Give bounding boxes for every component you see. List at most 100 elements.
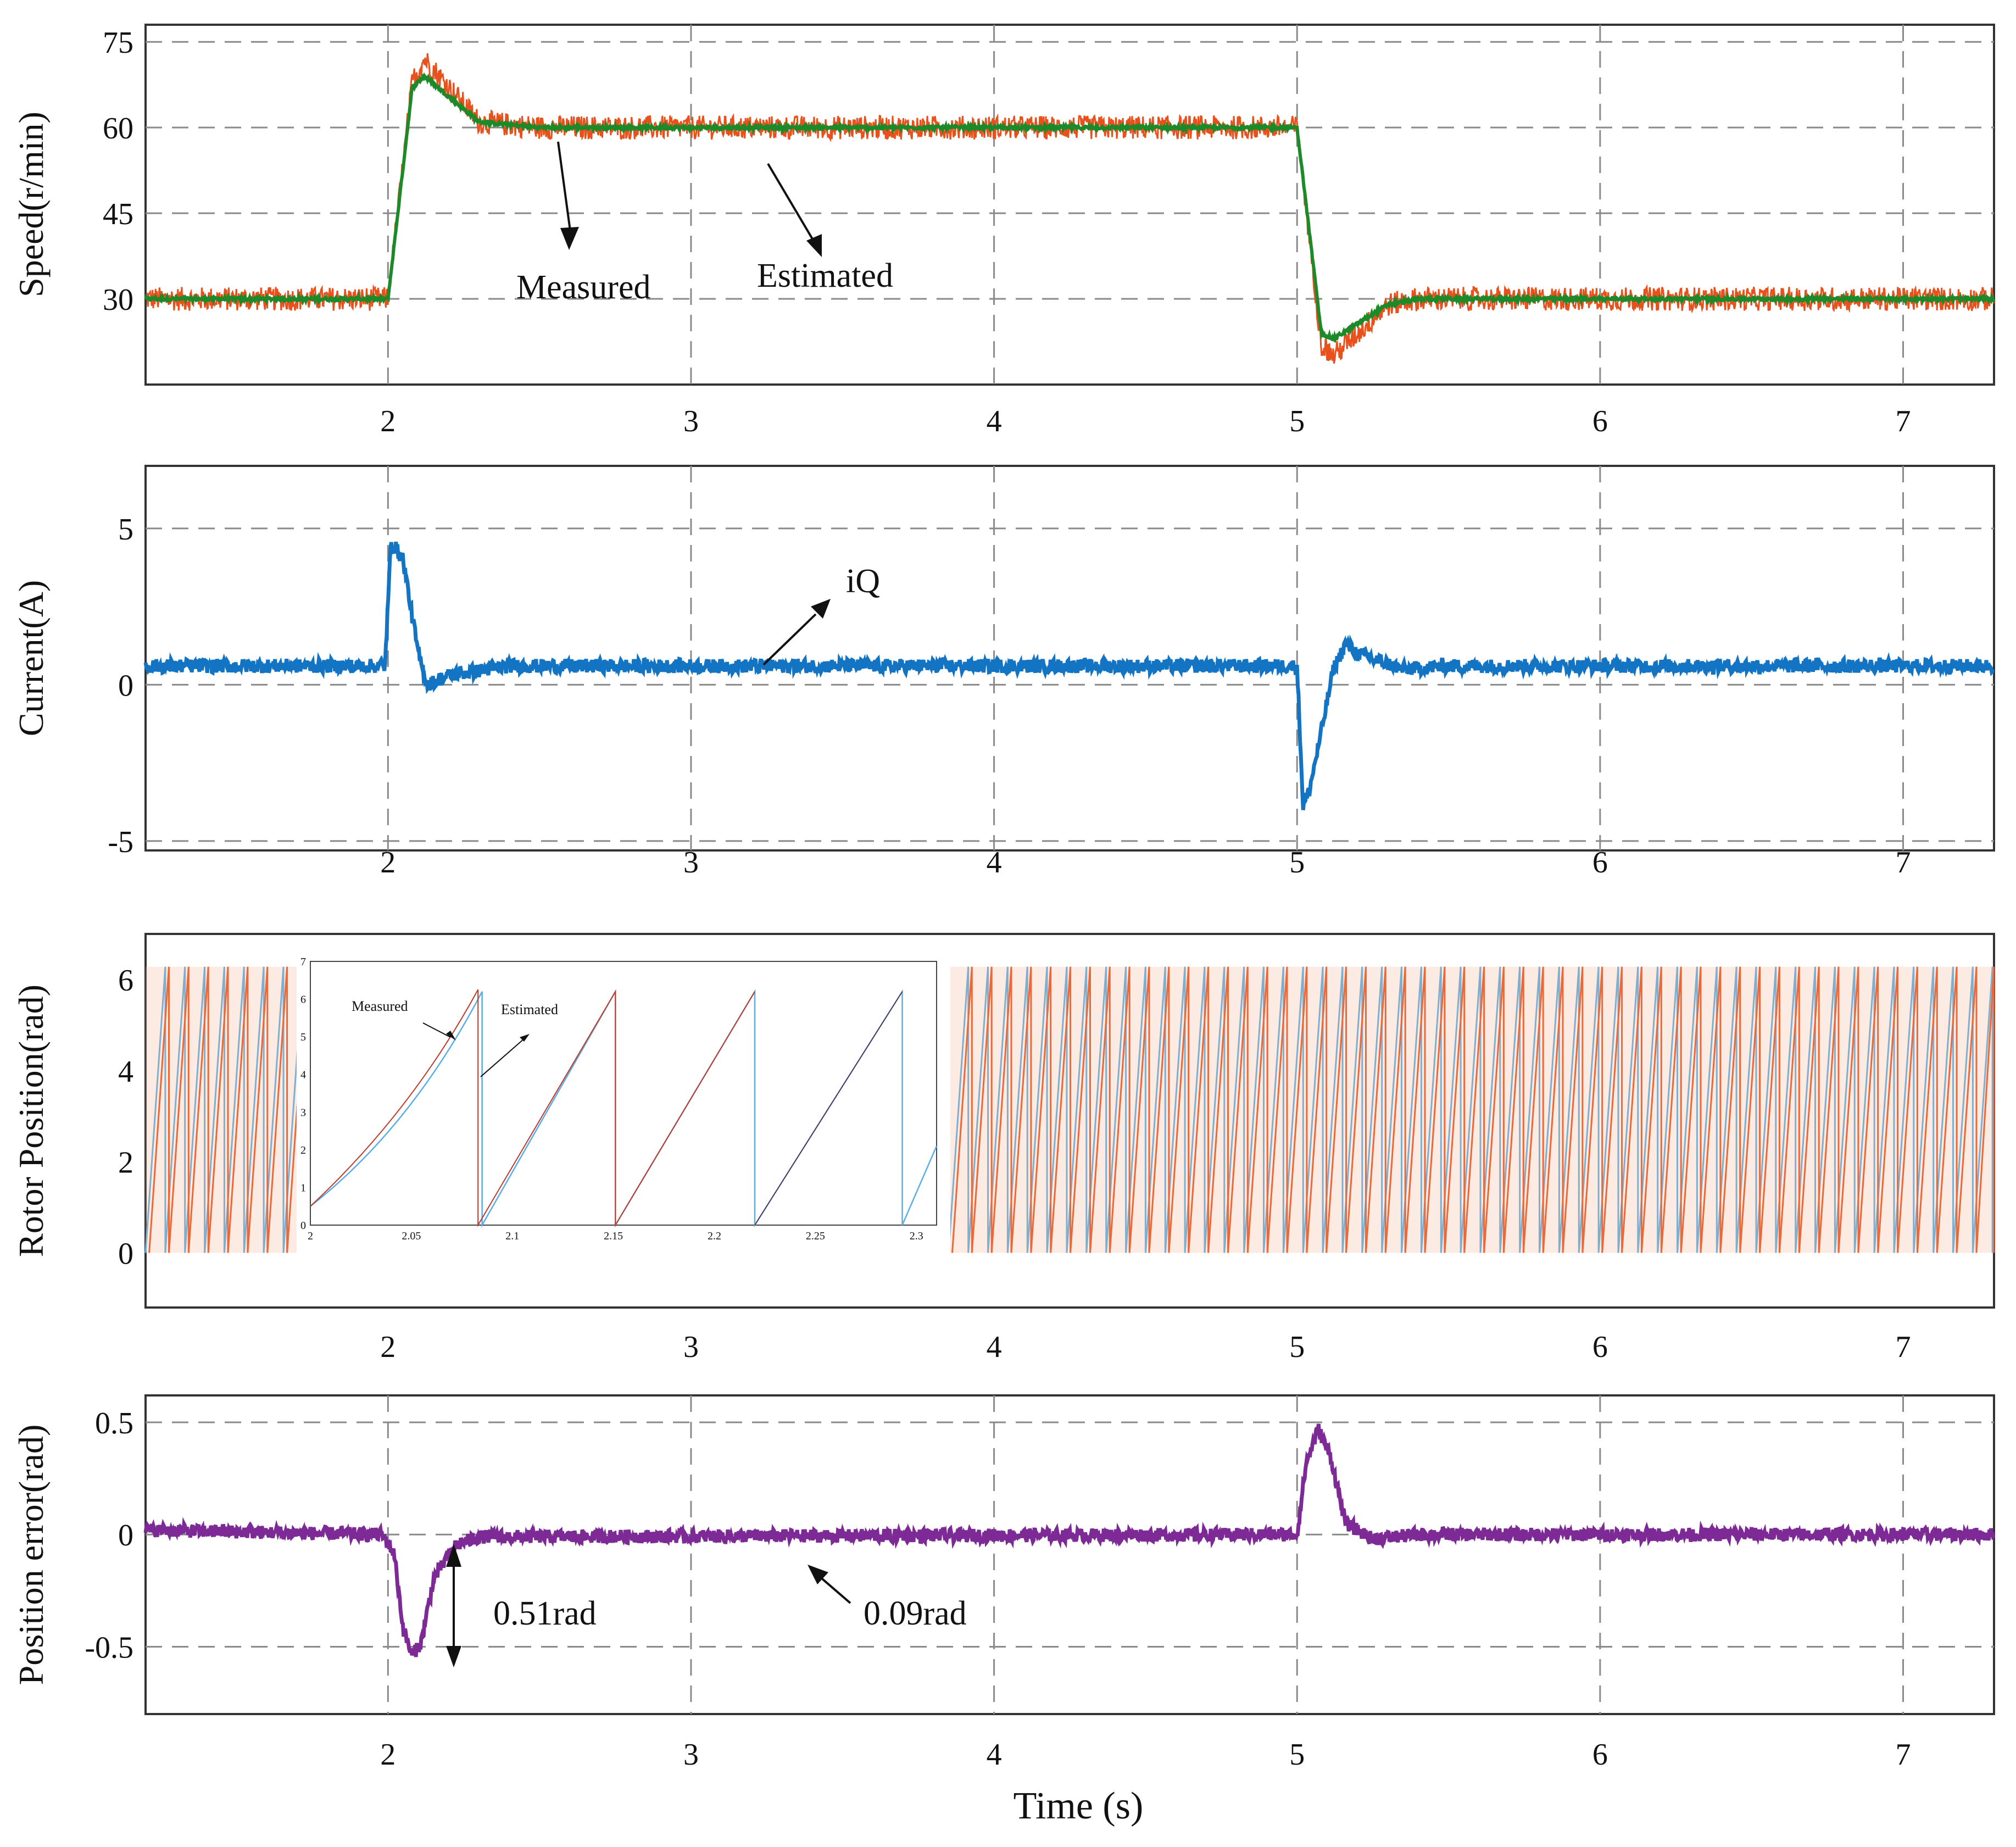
iq-label: iQ: [846, 563, 880, 600]
y-tick-label: -0.5: [85, 1631, 133, 1665]
x-tick-label: 6: [1592, 1330, 1608, 1364]
inset-estimated-annotation: Estimated: [480, 1002, 558, 1077]
inset-measured-annotation: Measured: [352, 998, 456, 1041]
inset-x-tick-label: 2.25: [806, 1230, 825, 1242]
peak-error-arrow-down: [446, 1646, 461, 1667]
position-error-x-ticks: 2 3 4 5 6 7: [380, 1738, 1911, 1772]
iq-annotation: iQ: [762, 563, 880, 666]
x-tick-label: 3: [683, 845, 699, 880]
inset-y-tick-label: 5: [300, 1031, 306, 1043]
rotor-density-tint-left: [146, 966, 321, 1253]
y-tick-label: -5: [108, 825, 133, 859]
steady-error-arrow-head: [807, 1565, 828, 1584]
rotor-measured-line-right: [951, 966, 1995, 1253]
x-tick-label: 5: [1289, 1738, 1305, 1772]
x-tick-label: 3: [683, 404, 699, 438]
steady-error-annotation: 0.09rad: [807, 1565, 967, 1632]
steady-error-label: 0.09rad: [864, 1595, 967, 1632]
inset-x-tick-label: 2.1: [505, 1230, 519, 1242]
iq-arrow: [762, 613, 817, 666]
speed-y-ticks: 30 45 60 75: [103, 26, 133, 317]
x-tick-label: 3: [683, 1330, 699, 1364]
x-tick-label: 2: [380, 845, 396, 880]
x-tick-label: 2: [380, 404, 396, 438]
peak-error-annotation: 0.51rad: [446, 1544, 597, 1667]
x-tick-label: 4: [987, 845, 1002, 880]
inset-x-tick-label: 2.15: [604, 1230, 623, 1242]
estimated-speed-line: [144, 72, 1996, 343]
x-tick-label: 4: [987, 1738, 1002, 1772]
inset-frame: [310, 961, 937, 1226]
inset-estimated-label: Estimated: [501, 1002, 558, 1017]
steady-error-arrow: [817, 1575, 851, 1604]
inset-estimated-arrow-head: [520, 1034, 530, 1042]
measured-annotation: Measured: [516, 141, 650, 306]
inset-y-tick-label: 4: [300, 1069, 306, 1081]
speed-y-axis-label: Speed(r/min): [12, 112, 51, 297]
y-tick-label: 0.5: [95, 1406, 133, 1440]
measured-label: Measured: [516, 269, 650, 306]
inset-series: [310, 989, 938, 1228]
inset-x-tick-label: 2.2: [708, 1230, 721, 1242]
y-tick-label: 0: [118, 669, 133, 703]
inset-estimated-arrow: [480, 1038, 525, 1077]
x-tick-label: 7: [1896, 1330, 1911, 1364]
measured-speed-line: [145, 53, 1995, 364]
y-tick-label: 4: [118, 1055, 133, 1089]
y-tick-label: 6: [118, 964, 133, 998]
rotor-x-ticks: 2 3 4 5 6 7: [380, 1330, 1911, 1364]
position-error-series: [143, 1423, 1996, 1657]
x-tick-label: 2: [380, 1738, 396, 1772]
position-error-panel: 0.5 0 -0.5 2 3 4 5 6 7 Position error(rad) 0.51…: [12, 1394, 1996, 1772]
current-panel: 5 0 -5 2 3 4 5 6 7 Current(A) iQ: [12, 465, 1995, 880]
y-tick-label: 60: [103, 112, 133, 146]
y-tick-label: 0: [118, 1237, 133, 1271]
rotor-density-tint-right: [948, 966, 1994, 1253]
inset-measured-arrow: [422, 1022, 451, 1038]
measured-arrow-head: [560, 227, 579, 250]
inset-x-tick-label: 2.05: [402, 1230, 421, 1242]
rotor-estimated-line-right: [948, 966, 1995, 1253]
x-tick-label: 6: [1592, 845, 1608, 880]
position-error-grid: [146, 1395, 1994, 1714]
y-tick-label: 45: [103, 197, 133, 231]
peak-error-label: 0.51rad: [493, 1595, 597, 1632]
y-tick-label: 5: [118, 513, 133, 547]
rotor-series: [144, 966, 1995, 1253]
x-tick-label: 6: [1592, 404, 1608, 438]
estimated-arrow: [767, 163, 815, 243]
x-tick-label: 5: [1289, 404, 1305, 438]
speed-plot-frame: [144, 24, 1995, 386]
speed-series: [144, 53, 1996, 364]
inset-y-tick-label: 6: [300, 994, 306, 1006]
current-plot-frame: [144, 465, 1995, 852]
x-tick-label: 5: [1289, 845, 1305, 880]
current-grid: [146, 466, 1994, 850]
position-error-y-axis-label: Position error(rad): [12, 1425, 51, 1685]
rotor-position-panel: 0 2 4 6 2 3 4 5 6 7 Rotor Position(rad) 2 2.05 2.1…: [12, 933, 1995, 1364]
x-tick-label: 4: [987, 404, 1002, 438]
x-tick-label: 7: [1896, 845, 1911, 880]
inset-measured-line: [310, 989, 755, 1227]
x-tick-label: 4: [987, 1330, 1002, 1364]
rotor-y-ticks: 0 2 4 6: [118, 964, 133, 1271]
y-tick-label: 0: [118, 1518, 133, 1553]
current-y-ticks: 5 0 -5: [108, 513, 133, 859]
inset-measured-arrow-head: [446, 1031, 456, 1041]
rotor-y-axis-label: Rotor Position(rad): [12, 984, 51, 1257]
inset-measured-label: Measured: [352, 998, 408, 1014]
x-tick-label: 6: [1592, 1738, 1608, 1772]
inset-overlap-line: [754, 991, 903, 1226]
inset-y-tick-label: 2: [300, 1144, 306, 1156]
y-tick-label: 30: [103, 283, 133, 317]
y-tick-label: 75: [103, 26, 133, 60]
inset-x-tick-label: 2: [308, 1230, 313, 1242]
current-y-axis-label: Current(A): [12, 580, 51, 736]
current-x-ticks: 2 3 4 5 6 7: [380, 845, 1911, 880]
y-tick-label: 2: [118, 1146, 133, 1180]
x-tick-label: 2: [380, 1330, 396, 1364]
